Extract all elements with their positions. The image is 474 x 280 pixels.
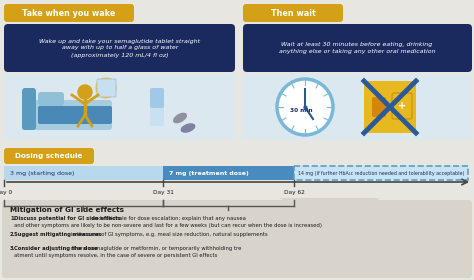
Text: in the case of GI symptoms, e.g. meal size reduction, natural supplements: in the case of GI symptoms, e.g. meal si… [69,232,268,237]
Text: Day 0: Day 0 [0,190,13,195]
FancyBboxPatch shape [2,2,233,144]
FancyBboxPatch shape [243,74,472,140]
FancyBboxPatch shape [294,166,468,180]
FancyBboxPatch shape [4,148,94,164]
Text: 1.: 1. [10,216,16,221]
Text: and other symptoms are likely to be non-severe and last for a few weeks (but can: and other symptoms are likely to be non-… [14,223,322,227]
FancyBboxPatch shape [243,24,472,72]
Ellipse shape [173,113,186,123]
FancyBboxPatch shape [364,81,416,133]
Text: Take when you wake: Take when you wake [22,8,116,17]
FancyBboxPatch shape [372,97,386,117]
FancyBboxPatch shape [241,2,472,144]
Circle shape [78,85,92,99]
Text: and rationale for dose escalation; explain that any nausea: and rationale for dose escalation; expla… [90,216,247,221]
Text: of oral semaglutide or metformin, or temporarily withholding tre: of oral semaglutide or metformin, or tem… [69,246,242,251]
FancyBboxPatch shape [4,74,235,140]
Circle shape [96,78,116,98]
FancyBboxPatch shape [38,92,64,106]
FancyBboxPatch shape [38,106,112,124]
FancyBboxPatch shape [150,88,164,108]
Text: 2.: 2. [10,232,16,237]
Circle shape [277,79,333,135]
Text: Day 62: Day 62 [283,190,304,195]
Text: 3 mg (starting dose): 3 mg (starting dose) [10,171,74,176]
Text: 7 mg (treatment dose): 7 mg (treatment dose) [169,171,249,176]
FancyBboxPatch shape [4,166,163,180]
FancyBboxPatch shape [22,100,112,130]
Text: 14 mg (if further HbA₁c reduction needed and tolerability acceptable): 14 mg (if further HbA₁c reduction needed… [298,171,465,176]
Text: 3.: 3. [10,246,16,251]
Text: Wake up and take your semaglutide tablet straight
away with up to half a glass o: Wake up and take your semaglutide tablet… [39,39,201,57]
Text: Consider adjusting the dose: Consider adjusting the dose [14,246,98,251]
Text: Wait at least 30 minutes before eating, drinking
anything else or taking any oth: Wait at least 30 minutes before eating, … [279,42,435,54]
Text: Day 31: Day 31 [153,190,173,195]
FancyBboxPatch shape [392,93,412,119]
FancyBboxPatch shape [163,166,294,180]
Text: atment until symptoms resolve, in the case of severe or persistent GI effects: atment until symptoms resolve, in the ca… [14,253,218,258]
Text: 30 min: 30 min [290,108,312,113]
FancyBboxPatch shape [243,4,343,22]
FancyBboxPatch shape [97,79,116,97]
Text: Suggest mitigating measures: Suggest mitigating measures [14,232,101,237]
Text: Discuss potential for GI side effects: Discuss potential for GI side effects [14,216,121,221]
FancyBboxPatch shape [150,88,164,126]
Text: +: + [398,101,406,111]
FancyBboxPatch shape [22,88,36,130]
Ellipse shape [182,124,195,132]
FancyBboxPatch shape [4,24,235,72]
FancyBboxPatch shape [2,200,472,278]
Text: Then wait: Then wait [271,8,315,17]
Text: Dosing schedule: Dosing schedule [15,153,82,159]
Text: Mitigation of GI side effects: Mitigation of GI side effects [10,207,124,213]
FancyBboxPatch shape [4,4,134,22]
Polygon shape [280,198,380,240]
